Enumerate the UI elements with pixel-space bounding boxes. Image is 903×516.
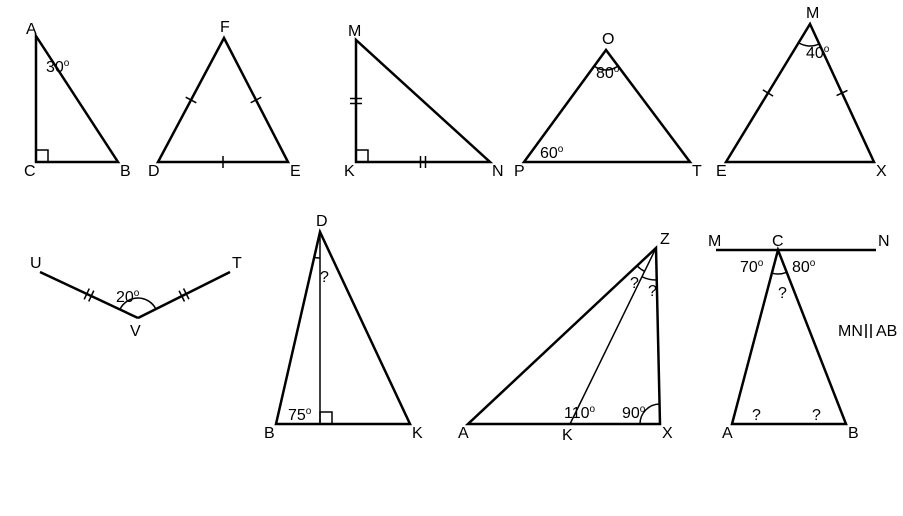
svg-text:M: M: [348, 23, 361, 40]
svg-text:?: ?: [752, 407, 761, 424]
svg-text:T: T: [692, 163, 702, 180]
svg-text:A: A: [458, 425, 469, 442]
svg-text:N: N: [878, 233, 890, 250]
svg-text:30o: 30o: [46, 58, 70, 76]
svg-text:X: X: [876, 163, 887, 180]
svg-text:B: B: [264, 425, 275, 442]
svg-text:?: ?: [320, 269, 329, 286]
svg-text:D: D: [148, 163, 160, 180]
svg-text:?: ?: [648, 283, 657, 300]
svg-text:T: T: [232, 255, 242, 272]
svg-text:90o: 90o: [622, 404, 646, 422]
svg-text:M: M: [806, 5, 819, 22]
svg-text:F: F: [220, 19, 230, 36]
svg-text:C: C: [772, 233, 784, 250]
svg-text:E: E: [716, 163, 727, 180]
svg-text:A: A: [722, 425, 733, 442]
svg-text:X: X: [662, 425, 673, 442]
svg-text:M: M: [708, 233, 721, 250]
svg-text:?: ?: [630, 275, 639, 292]
svg-text:C: C: [24, 163, 36, 180]
svg-text:A: A: [26, 21, 37, 38]
svg-text:K: K: [412, 425, 423, 442]
svg-text:B: B: [848, 425, 859, 442]
svg-text:20o: 20o: [116, 288, 140, 306]
svg-text:O: O: [602, 31, 614, 48]
svg-text:80o: 80o: [792, 258, 816, 276]
svg-text:75o: 75o: [288, 406, 312, 424]
svg-text:B: B: [120, 163, 131, 180]
svg-text:N: N: [492, 163, 504, 180]
svg-text:K: K: [344, 163, 355, 180]
svg-text:?: ?: [778, 285, 787, 302]
svg-text:U: U: [30, 255, 42, 272]
svg-text:D: D: [316, 213, 328, 230]
svg-text:70o: 70o: [740, 258, 764, 276]
svg-text:Z: Z: [660, 231, 670, 248]
svg-text:110o: 110o: [564, 404, 596, 422]
svg-text:E: E: [290, 163, 301, 180]
svg-text:K: K: [562, 427, 573, 444]
svg-text:MN: MN: [838, 323, 863, 340]
svg-text:?: ?: [812, 407, 821, 424]
svg-text:P: P: [514, 163, 525, 180]
svg-text:V: V: [130, 323, 141, 340]
diagram-canvas: ABC30oDEFMKNPTO60o80oEXM40oUTV20oBKD75o?…: [0, 0, 903, 516]
svg-text:60o: 60o: [540, 144, 564, 162]
svg-text:AB: AB: [876, 323, 897, 340]
